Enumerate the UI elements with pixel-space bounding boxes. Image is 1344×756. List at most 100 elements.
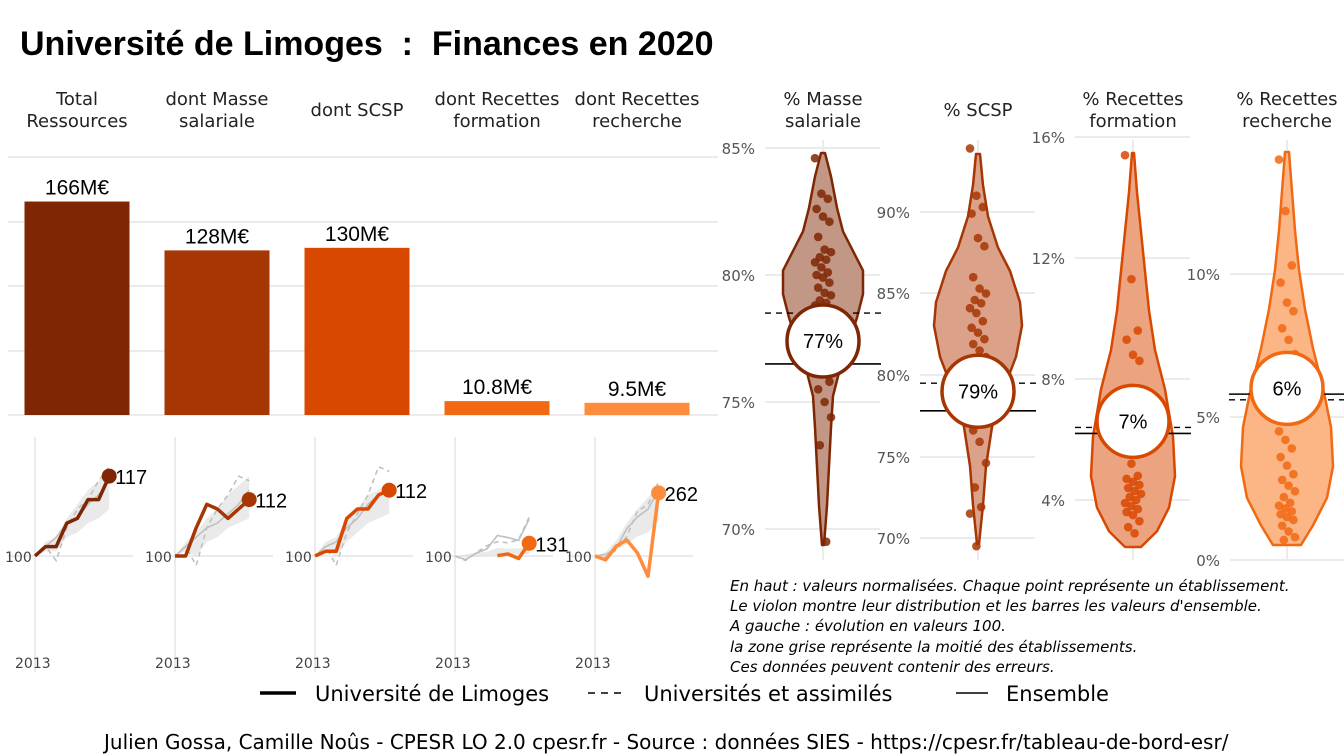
violin-point <box>825 217 834 226</box>
bar-header-3: dont SCSP <box>311 100 404 121</box>
evolution-ref-line <box>314 465 390 568</box>
violin-point <box>972 308 981 318</box>
violin-point <box>1135 480 1144 490</box>
violin-point <box>1290 532 1300 542</box>
violin-point <box>826 247 836 257</box>
evolution-year-label: 2013 <box>155 656 191 672</box>
violin-point <box>1125 492 1135 502</box>
bar-header-2: dont Masse salariale <box>165 89 268 132</box>
violin-panel-1: % Masse salariale 70% 75% 80% 85% 77% <box>722 89 881 560</box>
violin-panel-3: % Recettes formation 4% 8% 12% 16% 7% <box>1032 89 1191 560</box>
evolution-final-label: 131 <box>535 534 568 556</box>
violin-point <box>815 440 825 450</box>
violin-tick-label: 4% <box>1041 492 1065 510</box>
bar-3 <box>304 247 410 415</box>
violin-point <box>810 153 820 163</box>
evolution-ref-line <box>454 516 530 562</box>
violin-point <box>967 209 976 218</box>
violin-point <box>826 291 836 300</box>
violin-tick-label: 12% <box>1032 250 1065 268</box>
violin-point <box>1131 495 1141 505</box>
evolution-final-label: 112 <box>395 481 427 503</box>
evolution-panel-2: 112 100 2013 <box>145 437 287 672</box>
chart-title: Université de Limoges : Finances en 2020 <box>20 25 713 63</box>
violin-point <box>1284 481 1293 490</box>
evolution-univ-line <box>594 492 661 579</box>
violin-tick-label: 70% <box>877 530 910 548</box>
violin-point <box>813 385 823 394</box>
violin-point <box>975 437 984 447</box>
violin-point <box>825 377 834 386</box>
legend-ens-label: Ensemble <box>1006 682 1109 706</box>
violin-point <box>810 258 820 267</box>
evolution-panel-1: 117 100 2013 <box>5 437 147 672</box>
violin-point <box>1282 298 1292 307</box>
violin-point <box>818 212 828 221</box>
violin-point <box>1135 516 1144 526</box>
note-line-2: Le violon montre leur distribution et le… <box>730 597 1262 615</box>
violin-point <box>965 303 975 313</box>
violin-point <box>981 458 991 468</box>
violin-point <box>821 537 831 546</box>
evolution-base-label: 100 <box>565 550 592 566</box>
evolution-band <box>175 476 250 556</box>
violin-point <box>823 194 833 204</box>
bar-1 <box>24 201 130 415</box>
note-line-3: A gauche : évolution en valeurs 100. <box>729 617 1006 635</box>
violin-point <box>1276 509 1285 519</box>
violin-tick-label: 70% <box>722 521 755 539</box>
bar-headers: Total Ressources dont Masse salariale dont S… <box>26 89 699 132</box>
evolution-final-point <box>101 468 117 484</box>
violin-point <box>978 316 988 326</box>
violin-point <box>1136 489 1146 499</box>
bar-value-label-4: 10.8M€ <box>462 376 532 399</box>
violin-tick-label: 80% <box>877 367 910 385</box>
violin-point <box>1289 515 1298 525</box>
violin-value-label: 7% <box>1119 411 1148 433</box>
violin-point <box>1127 501 1136 511</box>
violin-point <box>1281 206 1290 216</box>
violin-point <box>817 189 826 199</box>
violin-point <box>967 323 976 333</box>
notes: En haut : valeurs normalisées. Chaque po… <box>729 577 1290 676</box>
caption: Julien Gossa, Camille Noûs - CPESR LO 2.… <box>102 730 1229 754</box>
violin-tick-label: 85% <box>722 140 755 158</box>
violin-tick-label: 10% <box>1187 266 1220 284</box>
violin-point <box>1277 521 1287 530</box>
evolution-ref-line <box>174 475 250 568</box>
bar-2 <box>164 250 270 415</box>
bar-header-5: dont Recettes recherche <box>575 89 700 132</box>
violin-point <box>813 283 823 293</box>
violin-point <box>1128 477 1138 487</box>
bar-value-label-1: 166M€ <box>45 177 110 200</box>
violin-tick-label: 90% <box>877 204 910 222</box>
violin-point <box>818 273 828 282</box>
violin-point <box>1120 150 1130 160</box>
violin-point <box>1279 492 1289 502</box>
violin-panel-4: % Recettes recherche 0% 5% 10% 6% <box>1187 89 1344 570</box>
evolution-univ-line <box>175 498 251 558</box>
evolution-final-label: 117 <box>115 467 147 489</box>
violin-point <box>1122 507 1131 517</box>
evolution-base-label: 100 <box>285 550 312 566</box>
violin-point <box>1127 274 1136 284</box>
violin-value-circle <box>1095 383 1171 460</box>
violin-point <box>1282 512 1292 522</box>
evolution-final-point <box>521 535 537 551</box>
evolution-ensemble-line <box>454 518 530 561</box>
evolution-ensemble-line <box>174 489 250 557</box>
violin-point <box>1123 522 1133 532</box>
note-line-5: Ces données peuvent contenir des erreurs… <box>730 658 1055 676</box>
evolution-band <box>35 471 110 556</box>
evolution-year-label: 2013 <box>575 656 611 672</box>
violin-point <box>980 334 989 344</box>
violin-point <box>1284 527 1293 536</box>
evolution-final-point <box>241 492 257 508</box>
violin-point <box>981 289 991 298</box>
violin-point <box>1281 504 1290 513</box>
violin-point <box>1123 483 1133 493</box>
violin-tick-label: 16% <box>1032 129 1065 147</box>
violin-value-circle <box>785 303 861 379</box>
violin-shape <box>1239 150 1335 547</box>
